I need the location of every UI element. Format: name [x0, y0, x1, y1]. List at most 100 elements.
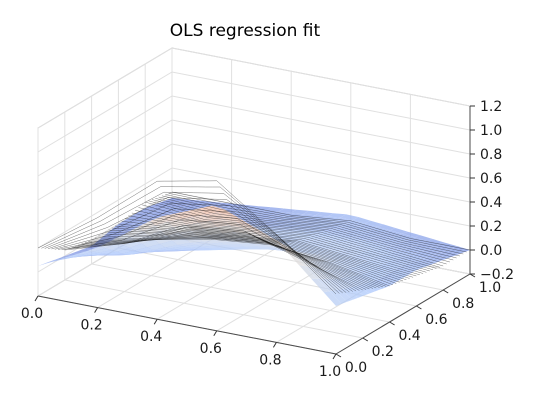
surface-facet [313, 234, 332, 238]
surface-facet [188, 246, 207, 250]
surface-facet [74, 255, 92, 258]
wireframe-line [171, 191, 471, 251]
surface-facet [172, 238, 191, 245]
surface-facet [353, 253, 372, 262]
wireframe-line [158, 196, 457, 259]
surface-facet [359, 223, 378, 230]
surface-facet [382, 253, 401, 260]
surface-facet [389, 228, 408, 234]
wireframe-line [44, 191, 343, 294]
surface-facet [327, 213, 346, 218]
surface-facet [79, 255, 98, 257]
surface-facet [347, 220, 366, 227]
surface-facet [414, 235, 433, 242]
x-tick-label: 1.0 [319, 364, 341, 380]
x-tick-label: 0.6 [200, 341, 222, 357]
surface-facet [346, 246, 365, 254]
wireframe-line [114, 225, 414, 278]
x-axis-line [37, 295, 337, 355]
wireframe-line [141, 204, 440, 268]
surface-facet [129, 243, 148, 251]
surface-layer [37, 180, 471, 306]
surface-facet [38, 260, 56, 266]
surface-facet [162, 206, 181, 211]
wireframe-line [145, 201, 444, 267]
grid-lines [37, 47, 471, 355]
surface-facet [311, 223, 330, 228]
surface-facet [251, 227, 270, 230]
wireframe-line [74, 230, 373, 289]
x-tick-label: 0.0 [21, 306, 43, 322]
wireframe-line [131, 212, 430, 272]
surface-facet [110, 253, 128, 256]
grid-line-z [37, 47, 471, 129]
surface-facet [378, 232, 397, 239]
surface-facet [352, 217, 371, 224]
surface-facet [147, 244, 166, 250]
surface-facet [323, 291, 342, 306]
surface-facet [164, 249, 182, 251]
surface-facet [391, 235, 410, 242]
surface-facet [226, 244, 245, 248]
z-tick-label: 0.6 [480, 171, 502, 187]
surface-facet [385, 238, 404, 244]
surface-facet [374, 242, 393, 247]
surface-facet [242, 212, 261, 218]
surface-facet [159, 240, 178, 248]
wireframe-line [64, 224, 363, 291]
surface-facet [380, 240, 398, 246]
axes-layer [37, 106, 471, 355]
surface-facet [277, 232, 296, 236]
surface-facet [275, 227, 294, 229]
surface-facet [68, 254, 87, 258]
surface-facet [336, 260, 355, 268]
y-tick-label: 0.2 [372, 344, 394, 360]
wireframe-line [168, 193, 467, 253]
surface-facet [265, 207, 284, 212]
surface-facet [355, 235, 374, 240]
surface-facet [367, 269, 385, 279]
surface-facet [105, 242, 124, 250]
surface-facet [335, 226, 354, 233]
surface-facet [87, 246, 106, 252]
surface-facet [334, 244, 353, 249]
surface-facet [206, 247, 225, 251]
surface-facet [268, 247, 287, 252]
surface-facet [157, 250, 176, 252]
surface-facet [452, 246, 470, 253]
surface-facet [151, 250, 170, 252]
surface-facet [328, 246, 347, 251]
surface-facet [165, 245, 184, 249]
surface-facet [333, 278, 352, 289]
x-tick-mark [272, 342, 277, 348]
wireframe-line [125, 218, 424, 274]
surface-facet [253, 206, 272, 211]
grid-line-z [37, 167, 471, 249]
surface-facet [363, 243, 382, 249]
surface-facet [411, 253, 430, 259]
surface-facet [299, 229, 318, 232]
surface-facet [134, 247, 153, 253]
surface-facet [385, 272, 403, 282]
surface-facet [306, 231, 325, 235]
wireframe-line [135, 210, 434, 271]
surface-facet [389, 259, 408, 267]
z-tick-label: 1.0 [480, 123, 502, 139]
surface-facet [302, 235, 321, 240]
surface-facet [294, 230, 313, 233]
surface-facet [321, 242, 340, 247]
surface-facet [340, 288, 359, 300]
grid-line-z [37, 143, 471, 225]
surface-facet [360, 232, 379, 238]
y-axis-line [335, 273, 471, 355]
wireframe-line [128, 215, 427, 273]
surface-facet [412, 260, 431, 267]
surface-facet [429, 254, 448, 261]
wireframe-line [78, 231, 377, 289]
surface-facet [183, 244, 202, 248]
grid-line-x [97, 59, 233, 309]
x-tick-mark [94, 307, 99, 313]
z-tick-label: 0.4 [480, 195, 502, 211]
